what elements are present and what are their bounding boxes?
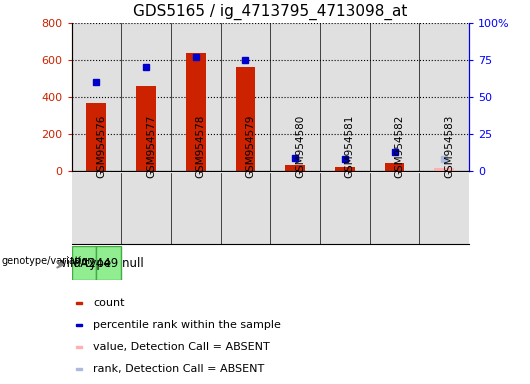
Text: GSM954579: GSM954579 [245, 115, 255, 179]
Text: rank, Detection Call = ABSENT: rank, Detection Call = ABSENT [93, 364, 264, 374]
Bar [335, 167, 355, 171]
Text: percentile rank within the sample: percentile rank within the sample [93, 320, 281, 330]
Bar [72, 246, 96, 280]
Text: PA2449 null: PA2449 null [74, 257, 144, 270]
Text: GSM954580: GSM954580 [295, 115, 305, 179]
Bar [285, 166, 305, 171]
Bar [434, 168, 454, 171]
Bar [385, 164, 404, 171]
Bar [76, 324, 83, 326]
Bar [76, 346, 83, 348]
Text: GSM954577: GSM954577 [146, 115, 156, 179]
Text: GSM954576: GSM954576 [96, 115, 107, 179]
Bar [86, 103, 107, 171]
Bar [136, 86, 156, 171]
Bar [235, 68, 255, 171]
Title: GDS5165 / ig_4713795_4713098_at: GDS5165 / ig_4713795_4713098_at [133, 4, 408, 20]
Bar [76, 302, 83, 304]
Text: GSM954583: GSM954583 [444, 115, 454, 179]
Text: GSM954582: GSM954582 [394, 115, 404, 179]
Bar [96, 246, 121, 280]
Text: GSM954578: GSM954578 [196, 115, 206, 179]
Text: GSM954581: GSM954581 [345, 115, 355, 179]
Text: value, Detection Call = ABSENT: value, Detection Call = ABSENT [93, 342, 270, 352]
Bar [76, 368, 83, 370]
Text: genotype/variation: genotype/variation [2, 256, 94, 266]
Text: count: count [93, 298, 125, 308]
Bar [186, 53, 206, 171]
Text: wild type: wild type [57, 257, 111, 270]
